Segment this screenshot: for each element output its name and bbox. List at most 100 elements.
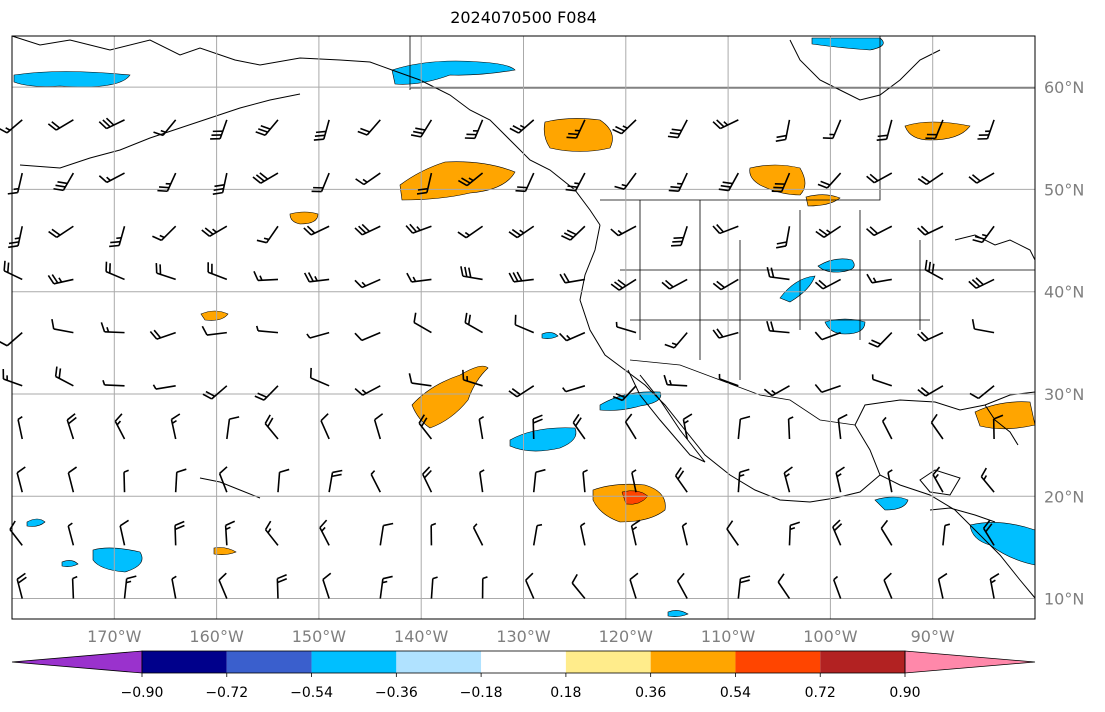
wind-barb (355, 172, 381, 186)
wind-barb (379, 522, 394, 546)
wind-barb (612, 119, 637, 135)
colorbar-swatch (820, 651, 905, 673)
wind-barb (932, 466, 944, 493)
wind-barb (777, 573, 791, 599)
wind-barb (968, 277, 995, 289)
wind-barb (562, 385, 586, 393)
wind-barb (157, 172, 177, 193)
wind-barb (788, 521, 801, 546)
wind-barb (661, 278, 688, 290)
wind-barb (969, 385, 995, 400)
wind-barb (971, 319, 995, 334)
wind-barb (630, 519, 641, 546)
wind-barb (408, 373, 432, 387)
wind-barb (479, 469, 485, 493)
colorbar-tick-label: −0.72 (205, 685, 248, 701)
neg-blob-baja-west (509, 427, 577, 452)
wind-barb (561, 225, 586, 241)
wind-barb (152, 225, 177, 242)
wind-barb (881, 416, 893, 440)
wind-barb (832, 575, 842, 599)
wind-barb (682, 413, 693, 440)
border-us-canada (600, 36, 881, 201)
pos-blob-small (213, 547, 237, 555)
longitude-labels: 170°W 160°W 150°W 140°W 130°W 120°W 110°W 100°W… (87, 627, 955, 646)
wind-barb (712, 328, 739, 339)
pos-blob-west (200, 310, 229, 321)
colorbar-swatch (226, 651, 312, 673)
wind-barb (514, 314, 535, 334)
neg-blob-small3 (667, 610, 689, 617)
wind-barb (917, 385, 944, 397)
coast-central-america (879, 474, 1036, 599)
anomaly-shading (13, 37, 1036, 617)
wind-barb (615, 321, 637, 334)
wind-barb (559, 273, 586, 284)
wind-barb (508, 385, 535, 398)
neg-blob-plains2 (779, 275, 816, 303)
lat-tick-label: 20°N (1044, 487, 1084, 506)
wind-barb (532, 414, 543, 440)
wind-barb (763, 385, 790, 397)
wind-barb (814, 384, 841, 394)
colorbar-tick-label: 0.72 (805, 685, 836, 701)
wind-barb (2, 369, 23, 387)
wind-barb (226, 416, 240, 440)
wind-barb (712, 224, 739, 235)
wind-barb (311, 172, 330, 193)
wind-barb (303, 225, 330, 236)
wind-barb (532, 468, 546, 493)
wind-barb (866, 172, 893, 184)
coast-cuba (929, 507, 996, 523)
colorbar-tick-label: 0.54 (720, 685, 751, 701)
wind-barb (102, 379, 125, 387)
wind-barb (430, 522, 437, 546)
coast-greatlakes (954, 234, 1036, 261)
border-states (620, 200, 1035, 380)
lat-tick-label: 40°N (1044, 283, 1084, 302)
wind-barb (832, 519, 843, 546)
wind-barb (718, 172, 740, 192)
wind-barb (98, 117, 125, 130)
neg-blob-plains1 (817, 258, 855, 273)
wind-barb (776, 226, 791, 249)
colorbar-swatch (650, 651, 736, 673)
colorbar-tick-label: −0.54 (290, 685, 333, 701)
pos-blob-bc (399, 161, 516, 201)
colorbar-outline (141, 650, 906, 674)
neg-blob-gulf (874, 496, 909, 511)
wind-barb (328, 469, 343, 493)
wind-barb (509, 119, 535, 134)
wind-barb (457, 172, 484, 187)
wind-barb (7, 172, 24, 195)
wind-barb (276, 573, 288, 599)
wind-barb (532, 523, 543, 546)
colorbar-tick-label: −0.18 (460, 685, 503, 701)
wind-barb (17, 416, 24, 440)
colorbar-tick-label: 0.90 (889, 685, 920, 701)
wind-barb (880, 519, 893, 546)
wind-barb (114, 413, 126, 440)
wind-barb (410, 119, 433, 138)
wind-barb (787, 416, 794, 440)
wind-barb (171, 575, 177, 599)
wind-barb (775, 119, 791, 142)
wind-barb (264, 414, 279, 440)
pos-blob-canada2 (904, 121, 971, 141)
coastlines (11, 35, 1036, 599)
wind-barb (814, 278, 842, 290)
wind-barb (737, 415, 751, 440)
borders (409, 36, 1035, 426)
wind-barb (174, 468, 187, 493)
colorbar-swatch (481, 651, 566, 673)
colorbar-swatch (396, 651, 482, 673)
wind-barb (224, 520, 236, 546)
wind-barb (47, 119, 74, 131)
wind-barb (105, 261, 125, 281)
pos-blob-mid-pacific (289, 211, 319, 225)
wind-barb (66, 413, 77, 440)
wind-barb (67, 466, 78, 493)
wind-barb (277, 468, 290, 493)
wind-barb (631, 469, 637, 493)
wind-barb (566, 119, 586, 139)
